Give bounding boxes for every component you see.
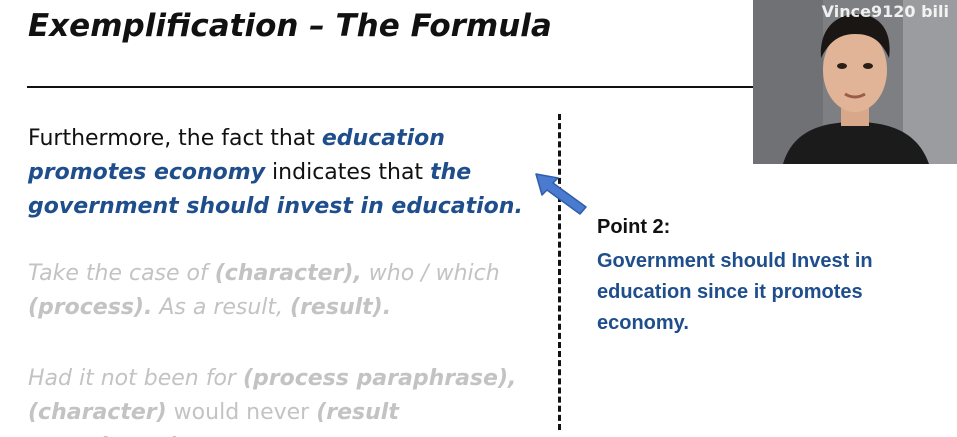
- presenter-video: [753, 0, 957, 164]
- bilibili-logo-icon: bili: [915, 2, 949, 21]
- counterfactual-text-1: Had it not been for: [28, 366, 243, 391]
- example-placeholder-result: (result).: [290, 295, 392, 320]
- counterfactual-text-2: would never: [166, 400, 317, 425]
- claim-text-1: Furthermore, the fact that: [28, 126, 322, 151]
- counterfactual-placeholder-result: (result paraphrase).: [28, 400, 399, 437]
- slide-title: Exemplification – The Formula: [28, 8, 552, 44]
- counterfactual-placeholder-process: (process paraphrase),: [242, 366, 517, 391]
- counterfactual-placeholder-character: (character): [28, 400, 167, 425]
- example-text-3: As a result,: [152, 295, 291, 320]
- example-text-1: Take the case of: [28, 261, 215, 286]
- paragraph-claim: Furthermore, the fact that education pro…: [28, 122, 548, 224]
- point-label: Point 2:: [597, 216, 671, 238]
- claim-text-2: indicates that: [265, 160, 431, 185]
- example-text-2: who / which: [361, 261, 500, 286]
- claim-highlight-2: the government should invest in educatio…: [28, 160, 523, 219]
- claim-highlight-1: education promotes economy: [28, 126, 445, 185]
- title-divider: [27, 86, 753, 88]
- paragraph-counterfactual-template: Had it not been for (process paraphrase)…: [28, 362, 548, 437]
- watermark-username: Vince9120: [821, 2, 916, 21]
- example-placeholder-character: (character),: [214, 261, 362, 286]
- webcam-overlay: Vince9120 bili: [753, 0, 957, 164]
- arrow-up-left-icon: [535, 173, 587, 215]
- point-text: Government should Invest in education si…: [597, 250, 873, 334]
- video-watermark: Vince9120 bili: [822, 2, 949, 21]
- paragraph-example-template: Take the case of (character), who / whic…: [28, 257, 548, 325]
- vertical-dashed-divider: [558, 114, 561, 430]
- example-placeholder-process: (process).: [28, 295, 153, 320]
